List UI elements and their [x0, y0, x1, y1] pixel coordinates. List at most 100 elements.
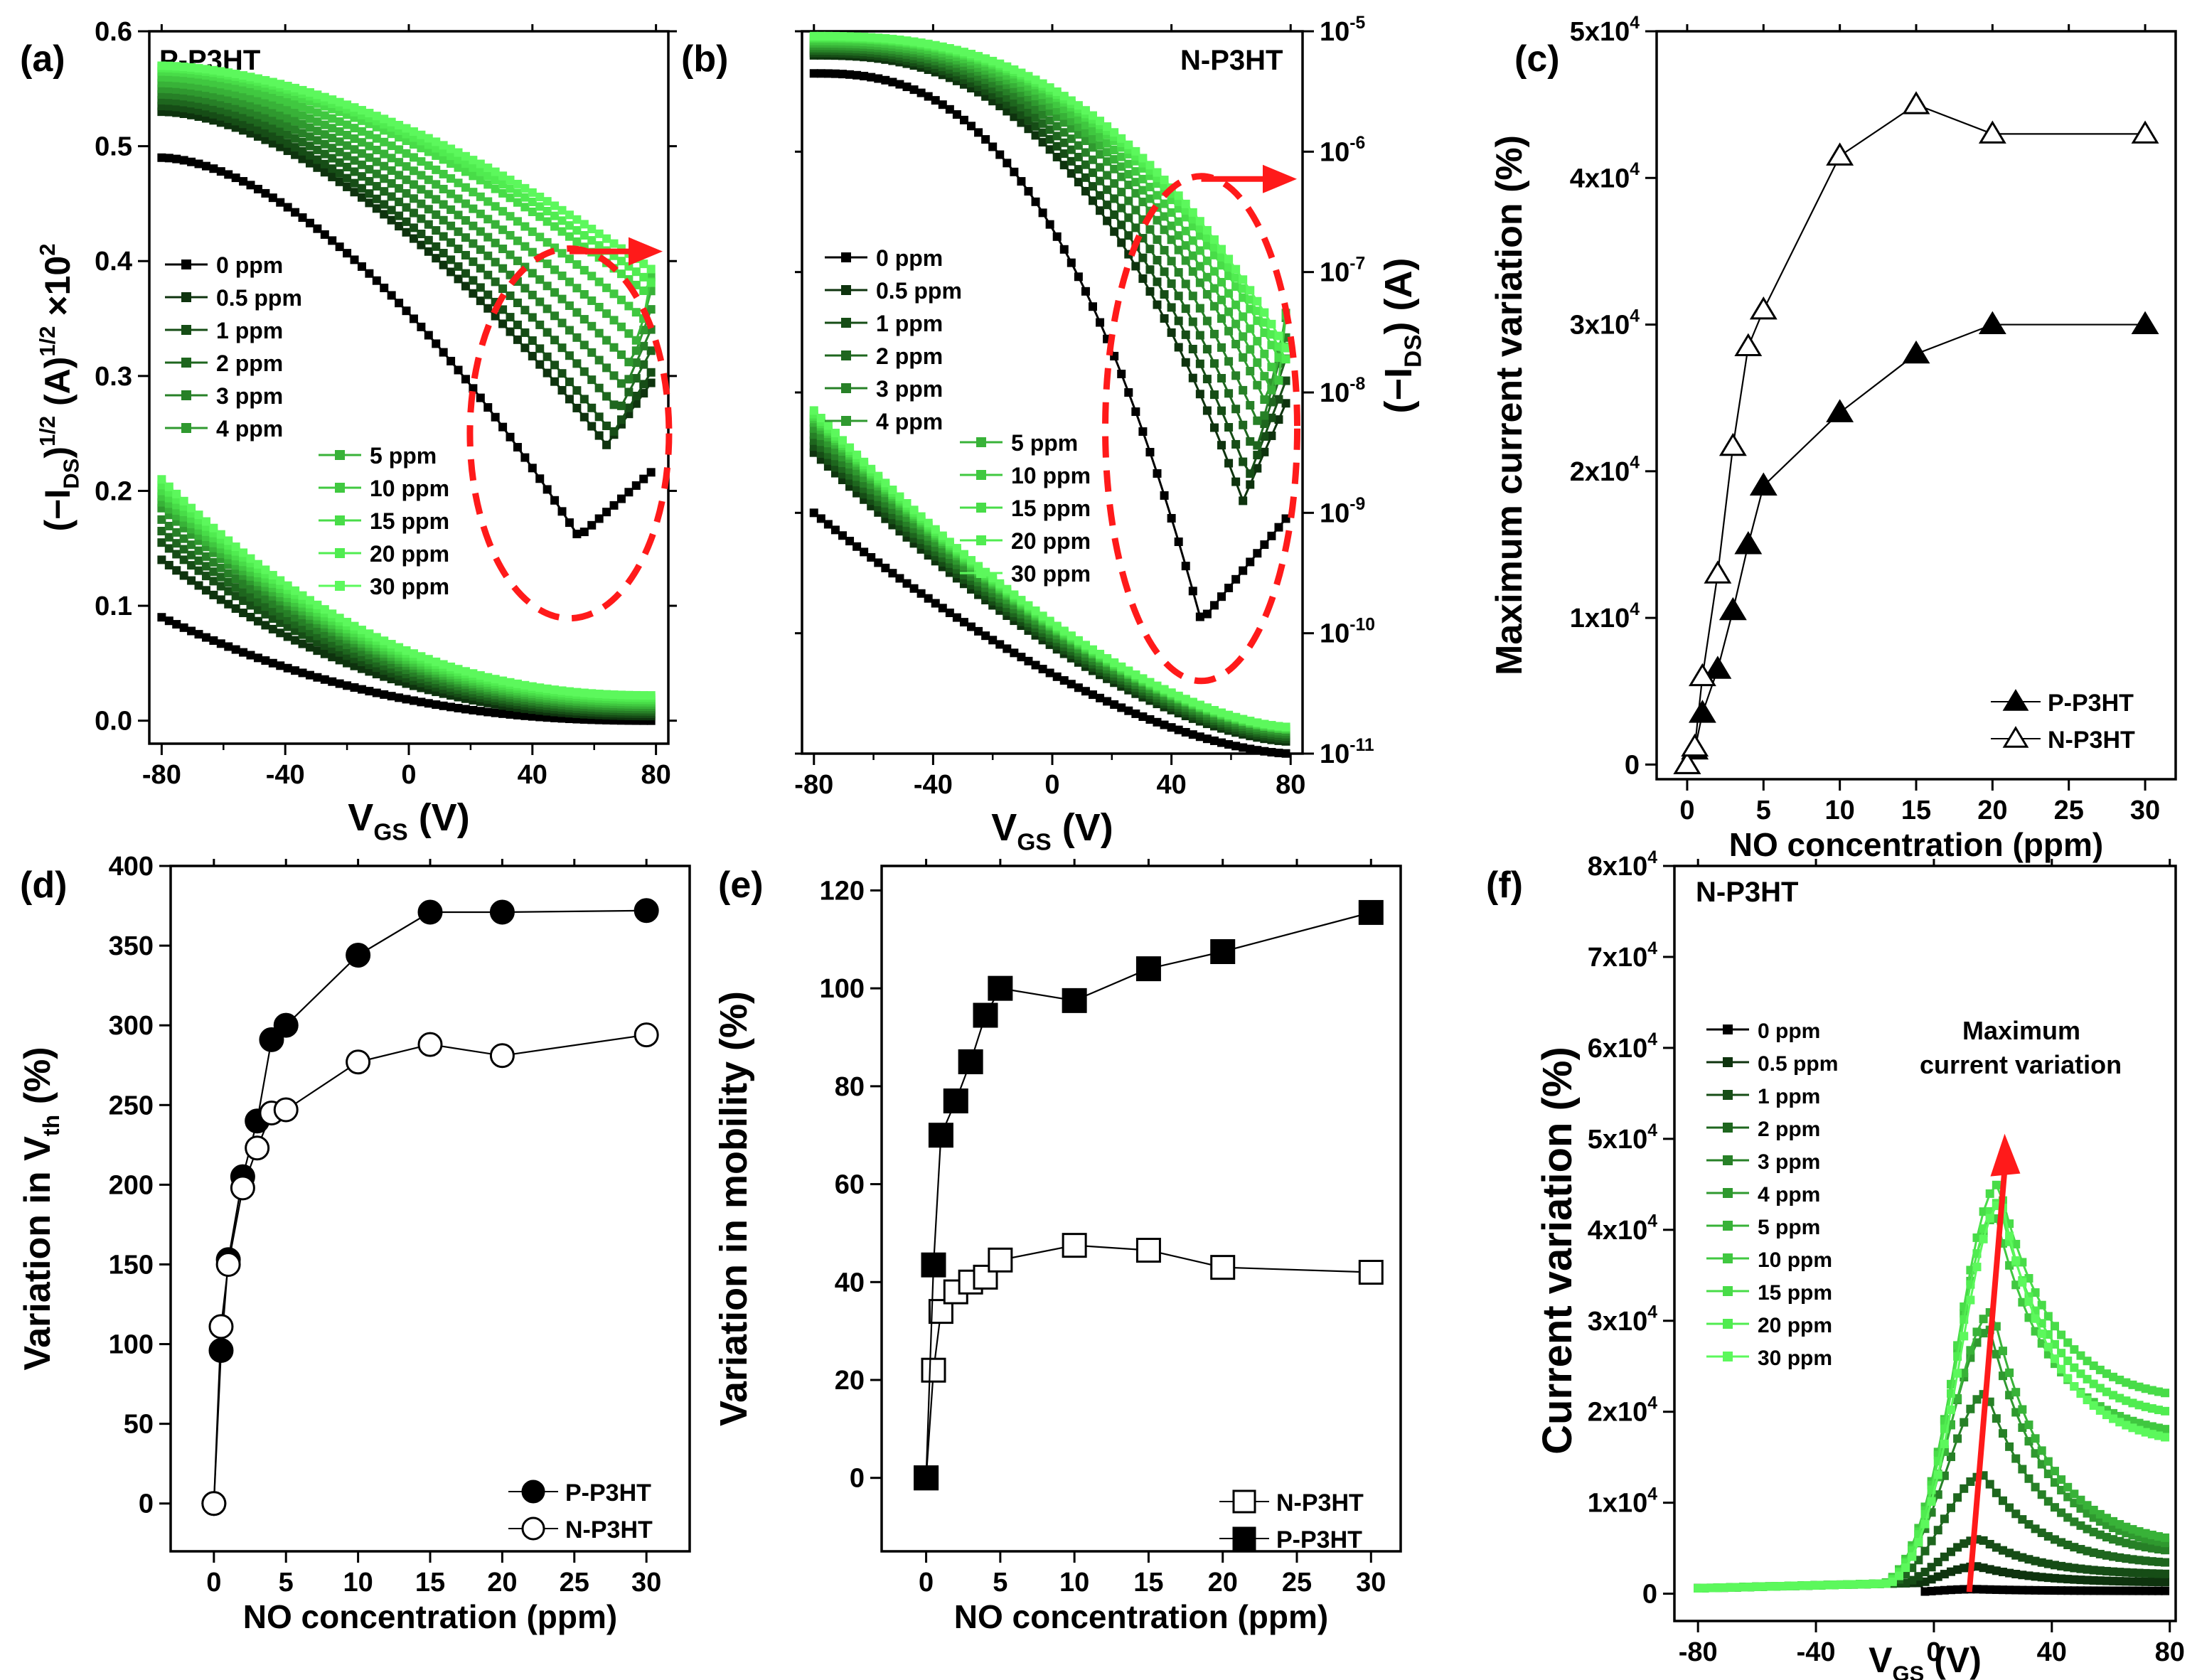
data-point-f — [2102, 1520, 2111, 1529]
data-point-a — [565, 378, 574, 387]
data-point-a — [253, 103, 262, 112]
data-point-b — [1153, 255, 1162, 264]
data-point-b — [1253, 746, 1262, 755]
data-point-a — [246, 612, 255, 621]
data-point-a — [483, 304, 493, 313]
data-point-a — [528, 227, 537, 236]
data-point-a — [343, 130, 352, 139]
legend-label-f: 5 ppm — [1758, 1216, 1820, 1239]
y-tick-label-f: 3x104 — [1588, 1303, 1658, 1337]
data-point-a — [276, 142, 285, 151]
data-point-a — [201, 65, 210, 74]
data-point-a — [461, 269, 470, 278]
data-point-b — [1017, 110, 1026, 119]
y-tick-label-d: 400 — [109, 852, 154, 882]
data-point-b — [1246, 295, 1255, 304]
data-point-f — [2005, 1568, 2014, 1578]
data-point-f — [1778, 1582, 1787, 1591]
data-point-b — [1067, 145, 1076, 154]
data-point-f — [2043, 1586, 2053, 1595]
data-point-a — [216, 67, 225, 76]
data-point-a — [320, 139, 329, 149]
y-tick-label-c: 3x104 — [1570, 306, 1640, 340]
y-tick-label-a: 0.3 — [95, 362, 132, 392]
data-point-a — [587, 296, 597, 305]
data-point-a — [506, 678, 515, 687]
data-point-b — [1224, 357, 1234, 366]
data-point-b — [1081, 186, 1090, 196]
data-point-a — [357, 685, 366, 694]
data-point-b — [909, 85, 919, 95]
data-point-a — [268, 599, 277, 609]
data-point-a — [454, 245, 463, 254]
data-point-a — [357, 138, 366, 147]
data-point-a — [305, 88, 314, 97]
data-point-b — [1052, 106, 1062, 115]
data-point-b — [1167, 279, 1176, 288]
data-point-f — [2024, 1585, 2033, 1595]
data-point-f — [2076, 1504, 2085, 1513]
data-point-a — [542, 352, 552, 361]
legend-entry-c-marker — [2002, 689, 2029, 711]
data-point-a — [172, 489, 181, 498]
data-point-a — [491, 176, 500, 185]
data-point-a — [506, 184, 515, 193]
data-point-a — [579, 266, 589, 275]
panel-b-letter: (b) — [681, 38, 728, 80]
data-point-a — [298, 630, 307, 639]
data-point-f — [2076, 1369, 2085, 1379]
data-point-b — [1003, 107, 1012, 116]
data-point-f — [1953, 1543, 1962, 1552]
data-point-a — [587, 689, 597, 698]
data-point-b — [1160, 267, 1169, 277]
legend-label-a: 20 ppm — [370, 541, 449, 567]
data-point-a — [609, 343, 619, 352]
data-point-f — [1914, 1538, 1923, 1547]
data-point-b — [1131, 709, 1140, 718]
data-point-b — [1038, 110, 1047, 119]
data-point-a — [395, 222, 404, 231]
data-point-a — [350, 621, 359, 631]
data-point-b — [1067, 124, 1076, 133]
x-tick-label-e: 5 — [993, 1568, 1007, 1598]
data-point-b — [1209, 329, 1219, 338]
data-point-b — [1017, 68, 1026, 77]
data-point-a — [216, 563, 225, 572]
data-point-f — [2141, 1586, 2150, 1595]
data-point-b — [823, 69, 833, 78]
data-point-a — [469, 705, 478, 715]
data-point-a — [350, 167, 359, 176]
data-point-b — [1174, 291, 1183, 301]
data-point-f — [1985, 1214, 1994, 1223]
data-point-a — [380, 187, 389, 196]
data-point-f — [2031, 1524, 2040, 1534]
data-point-b — [1003, 644, 1012, 653]
data-point-a — [409, 208, 418, 218]
data-point-a — [261, 98, 270, 107]
data-point-b — [1017, 102, 1026, 112]
data-point-b — [816, 514, 825, 523]
y-tick-label-e: 20 — [835, 1366, 865, 1396]
data-point-a — [439, 141, 448, 150]
y-axis-label-f: Current variation (%) — [1534, 1047, 1581, 1455]
data-point-b — [1253, 358, 1262, 368]
data-point-a — [253, 117, 262, 127]
data-point-f — [1914, 1572, 1923, 1581]
data-point-b — [1253, 380, 1262, 390]
data-point-f — [1992, 1180, 2001, 1189]
data-point-a — [550, 311, 560, 321]
data-point-f — [1797, 1581, 1807, 1590]
data-point-b — [1124, 181, 1133, 190]
data-point-a — [498, 171, 508, 181]
data-point-f — [2128, 1423, 2137, 1433]
data-point-a — [372, 194, 381, 203]
data-point-a — [328, 677, 337, 686]
data-point-a — [276, 103, 285, 112]
data-point-a — [350, 134, 359, 144]
data-point-b — [1181, 241, 1190, 250]
data-point-a — [402, 175, 411, 184]
data-point-b — [1217, 252, 1226, 262]
data-point-b — [1145, 161, 1155, 170]
data-point-b — [1052, 152, 1062, 161]
x-tick-label-a: -40 — [266, 760, 305, 790]
